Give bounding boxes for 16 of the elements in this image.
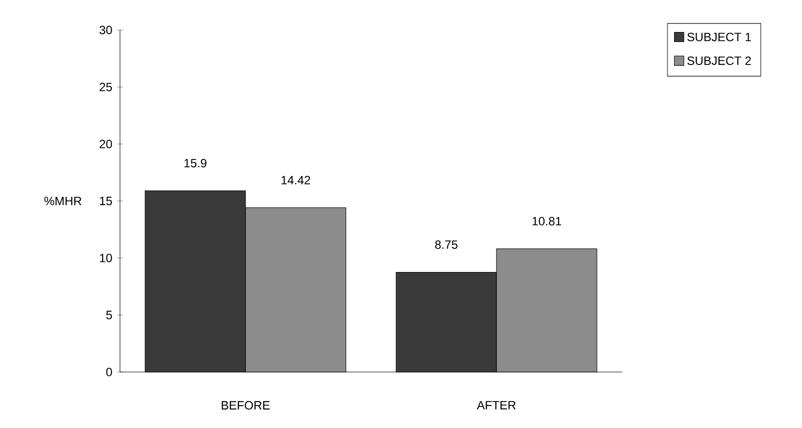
x-tick-label: AFTER (476, 401, 516, 410)
y-tick-label: 5 (106, 310, 112, 320)
data-label: 15.9 (184, 158, 206, 168)
y-tick-label: 10 (100, 254, 112, 262)
y-tick-label: 25 (100, 82, 112, 92)
legend-label: SUBJECT 1 (687, 32, 751, 42)
data-label: 14.42 (282, 176, 310, 184)
y-tick-label: 15 (100, 196, 112, 206)
y-tick-label: 30 (100, 26, 112, 34)
data-label: 10.81 (532, 216, 562, 226)
x-tick-label: BEFORE (222, 401, 270, 410)
legend-label: SUBJECT 2 (687, 56, 751, 65)
data-label: 8.75 (435, 240, 458, 249)
y-axis-title: %MHR (44, 196, 82, 206)
y-tick-label: 20 (100, 140, 112, 148)
y-tick-label: 0 (106, 368, 112, 376)
